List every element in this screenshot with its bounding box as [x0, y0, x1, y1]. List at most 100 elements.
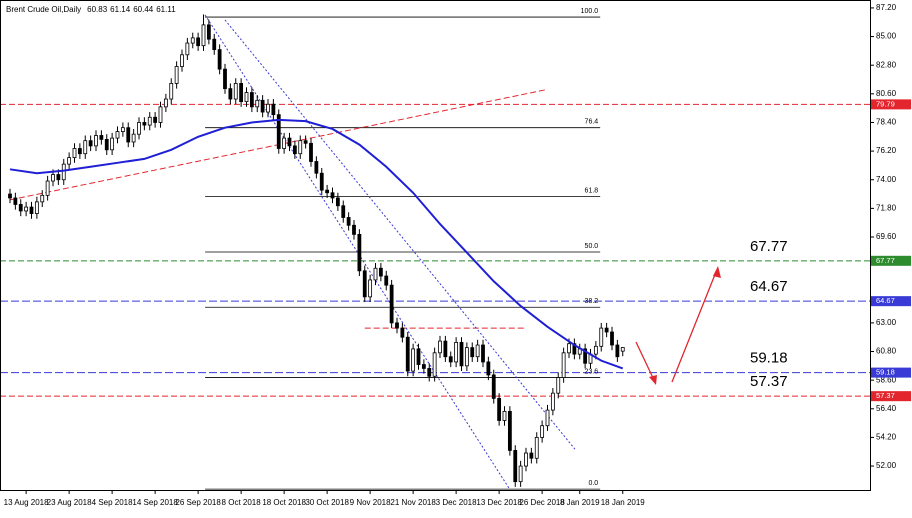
- candle-body: [223, 68, 227, 90]
- y-tick-label: 60.80: [876, 347, 897, 356]
- candle-body: [110, 137, 115, 151]
- candle-body: [368, 279, 373, 298]
- trend-line: [224, 19, 576, 450]
- y-tick-label: 74.00: [876, 175, 897, 184]
- candle-body: [72, 148, 77, 159]
- candle-body: [545, 409, 550, 427]
- y-tick-label: 80.60: [876, 89, 897, 98]
- candle-body: [534, 437, 539, 459]
- candle-body: [491, 374, 496, 399]
- candle-body: [314, 161, 319, 174]
- candle-body: [330, 192, 335, 199]
- chart-header: Brent Crude Oil,Daily 60.83 61.14 60.44 61.1…: [6, 5, 176, 14]
- level-price-box: [871, 255, 911, 266]
- candle-body: [604, 327, 609, 333]
- candle-body: [421, 364, 426, 369]
- chart-title: Brent Crude Oil,Daily: [6, 5, 81, 14]
- level-price-box: [871, 296, 911, 307]
- y-tick-label: 63.00: [876, 318, 897, 327]
- arrow-head: [649, 375, 657, 385]
- level-callout: 64.67: [750, 278, 788, 295]
- candle-body: [556, 377, 561, 394]
- y-tick-label: 82.80: [876, 60, 897, 69]
- last-close: 61.11: [156, 5, 176, 14]
- y-tick-label: 56.40: [876, 404, 897, 413]
- candle-body: [206, 24, 211, 40]
- fib-label: 38.2: [585, 298, 599, 305]
- y-tick-label: 76.20: [876, 146, 897, 155]
- candle-body: [131, 133, 136, 143]
- arrow-head: [713, 266, 721, 278]
- candle-body: [567, 343, 571, 354]
- candle-body: [298, 140, 303, 155]
- level-callout: 57.37: [750, 373, 788, 390]
- x-tick-label: 18 Oct 2018: [262, 498, 306, 507]
- candle-body: [464, 347, 469, 367]
- candle-body: [513, 450, 518, 483]
- candle-body: [507, 410, 512, 451]
- candle-body: [67, 157, 72, 165]
- candle-body: [185, 42, 190, 56]
- level-price-box: [871, 391, 911, 402]
- candle-body: [335, 197, 340, 207]
- candle-body: [341, 205, 346, 218]
- candle-body: [34, 201, 39, 214]
- x-tick-label: 18 Jan 2019: [601, 498, 646, 507]
- level-price-label: 64.67: [876, 296, 895, 305]
- y-tick-label: 52.00: [876, 461, 897, 470]
- candle-body: [228, 88, 233, 100]
- candle-body: [518, 465, 523, 483]
- candle-body: [599, 327, 604, 347]
- level-price-label: 57.37: [876, 391, 895, 400]
- arrow-up: [671, 271, 717, 383]
- candle-body: [561, 352, 566, 378]
- candle-body: [13, 197, 18, 205]
- fib-label: 76.4: [585, 119, 599, 126]
- candle-body: [169, 83, 174, 100]
- y-tick-label: 54.20: [876, 433, 897, 442]
- candle-body: [244, 92, 249, 103]
- y-tick-label: 85.00: [876, 32, 897, 41]
- candle-body: [593, 345, 598, 355]
- candle-body: [212, 38, 217, 50]
- candle-body: [346, 217, 351, 226]
- candle-body: [357, 233, 362, 272]
- candle-body: [610, 331, 614, 346]
- candle-body: [378, 267, 383, 277]
- candle-body: [529, 452, 534, 459]
- candle-body: [432, 352, 437, 377]
- candle-body: [373, 267, 378, 281]
- y-tick-label: 78.40: [876, 118, 897, 127]
- candle-body: [99, 135, 104, 140]
- candle-body: [104, 138, 109, 151]
- x-tick-label: 26 Sep 2018: [175, 498, 221, 507]
- candle-body: [61, 163, 66, 181]
- candle-body: [266, 103, 270, 113]
- candle-body: [255, 99, 260, 108]
- candle-body: [405, 336, 410, 372]
- candle-body: [448, 356, 453, 363]
- candle-body: [88, 140, 93, 147]
- candle-body: [271, 103, 276, 116]
- candle-body: [77, 148, 82, 155]
- candle-body: [174, 66, 179, 84]
- candle-body: [497, 397, 502, 421]
- level-callout: 67.77: [750, 238, 788, 255]
- candle-body: [309, 142, 313, 162]
- candle-body: [411, 348, 416, 372]
- candle-body: [8, 193, 12, 199]
- level-price-box: [871, 367, 911, 378]
- candle-body: [454, 342, 459, 363]
- candle-body: [583, 348, 588, 364]
- candle-body: [239, 83, 244, 103]
- fib-label: 50.0: [585, 243, 599, 250]
- candle-body: [51, 174, 55, 182]
- candle-body: [190, 37, 195, 44]
- candle-body: [120, 127, 125, 132]
- arrow-down: [635, 341, 655, 381]
- candle-body: [319, 172, 324, 191]
- x-tick-label: 4 Sep 2018: [92, 498, 133, 507]
- x-tick-label: 21 Nov 2018: [390, 498, 436, 507]
